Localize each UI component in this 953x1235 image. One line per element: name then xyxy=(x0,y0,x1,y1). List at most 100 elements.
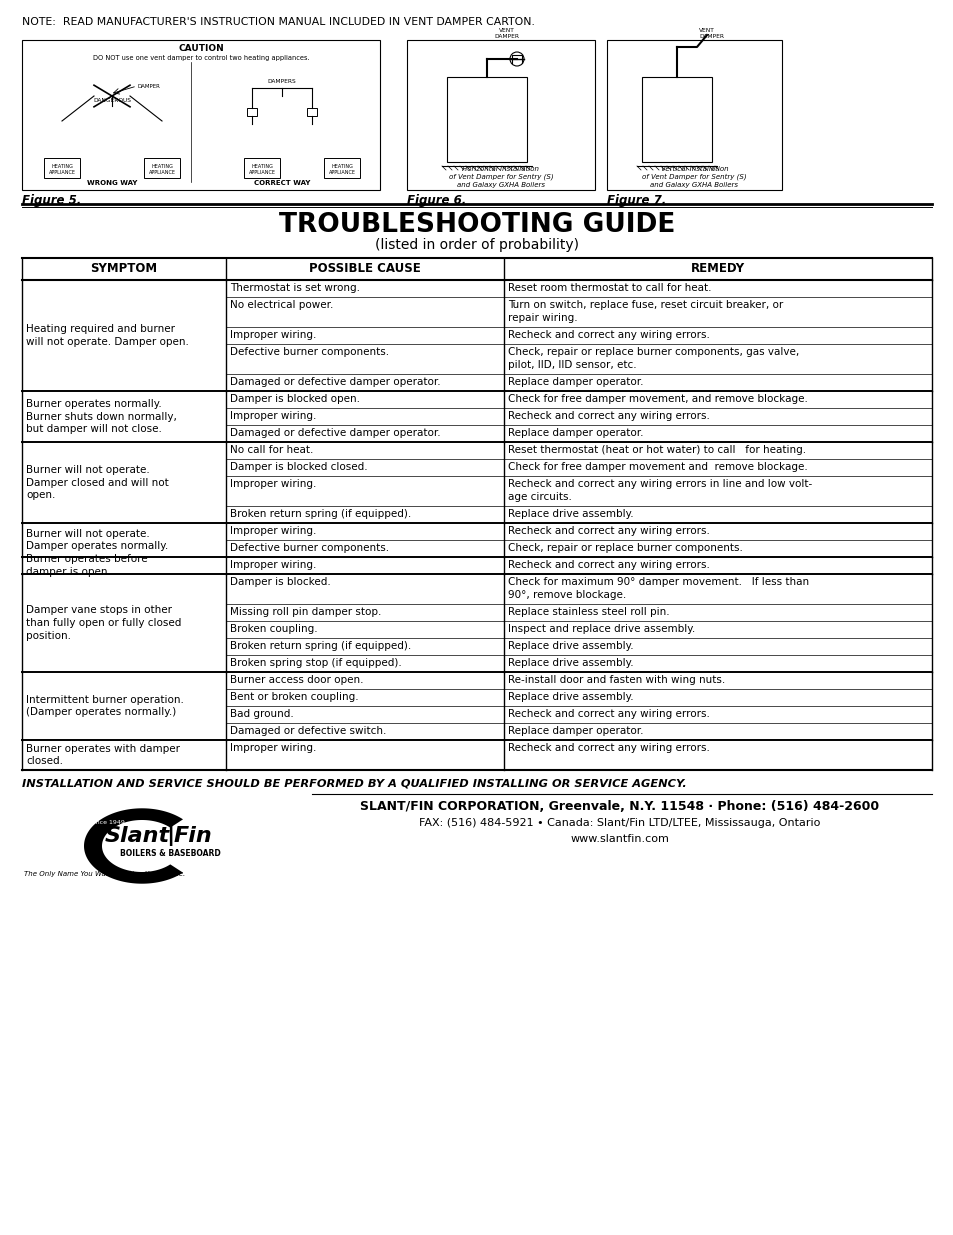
Text: Damaged or defective damper operator.: Damaged or defective damper operator. xyxy=(230,429,440,438)
Text: Broken return spring (if equipped).: Broken return spring (if equipped). xyxy=(230,509,411,519)
Text: HEATING
APPLIANCE: HEATING APPLIANCE xyxy=(248,164,275,175)
Bar xyxy=(244,158,280,178)
Text: Improper wiring.: Improper wiring. xyxy=(230,330,316,340)
Text: Turn on switch, replace fuse, reset circuit breaker, or
repair wiring.: Turn on switch, replace fuse, reset circ… xyxy=(507,300,782,322)
Text: Broken return spring (if equipped).: Broken return spring (if equipped). xyxy=(230,641,411,651)
Text: ®: ® xyxy=(154,815,162,821)
Text: HEATING
APPLIANCE: HEATING APPLIANCE xyxy=(49,164,75,175)
Text: Damaged or defective switch.: Damaged or defective switch. xyxy=(230,726,386,736)
Text: Reset room thermostat to call for heat.: Reset room thermostat to call for heat. xyxy=(507,283,711,293)
Text: WRONG WAY: WRONG WAY xyxy=(87,180,137,186)
Text: Improper wiring.: Improper wiring. xyxy=(230,743,316,753)
Text: The Only Name You Want Heating Your Home.: The Only Name You Want Heating Your Home… xyxy=(24,871,185,877)
Text: Broken coupling.: Broken coupling. xyxy=(230,624,317,634)
Text: Burner operates before
damper is open.: Burner operates before damper is open. xyxy=(26,555,148,577)
Text: REMEDY: REMEDY xyxy=(690,263,744,275)
Text: NOTE:  READ MANUFACTURER'S INSTRUCTION MANUAL INCLUDED IN VENT DAMPER CARTON.: NOTE: READ MANUFACTURER'S INSTRUCTION MA… xyxy=(22,17,535,27)
Bar xyxy=(307,107,316,116)
Text: Check, repair or replace burner components, gas valve,
pilot, IID, IID sensor, e: Check, repair or replace burner componen… xyxy=(507,347,799,369)
Text: Replace drive assembly.: Replace drive assembly. xyxy=(507,641,633,651)
Text: Recheck and correct any wiring errors.: Recheck and correct any wiring errors. xyxy=(507,743,709,753)
Bar xyxy=(447,77,526,162)
Text: Recheck and correct any wiring errors.: Recheck and correct any wiring errors. xyxy=(507,526,709,536)
Text: Recheck and correct any wiring errors.: Recheck and correct any wiring errors. xyxy=(507,559,709,571)
Text: Re-install door and fasten with wing nuts.: Re-install door and fasten with wing nut… xyxy=(507,676,724,685)
Text: Improper wiring.: Improper wiring. xyxy=(230,411,316,421)
Text: Replace drive assembly.: Replace drive assembly. xyxy=(507,658,633,668)
Text: Defective burner components.: Defective burner components. xyxy=(230,543,389,553)
Text: INSTALLATION AND SERVICE SHOULD BE PERFORMED BY A QUALIFIED INSTALLING OR SERVIC: INSTALLATION AND SERVICE SHOULD BE PERFO… xyxy=(22,778,686,788)
Text: Burner will not operate.
Damper operates normally.: Burner will not operate. Damper operates… xyxy=(26,529,168,551)
Text: Heating required and burner
will not operate. Damper open.: Heating required and burner will not ope… xyxy=(26,324,189,347)
Text: Improper wiring.: Improper wiring. xyxy=(230,526,316,536)
Text: (listed in order of probability): (listed in order of probability) xyxy=(375,238,578,252)
Bar xyxy=(606,40,781,190)
Text: DAMPER: DAMPER xyxy=(138,84,161,89)
Text: POSSIBLE CAUSE: POSSIBLE CAUSE xyxy=(309,263,420,275)
Bar xyxy=(144,158,180,178)
Text: Improper wiring.: Improper wiring. xyxy=(230,479,316,489)
Polygon shape xyxy=(84,808,183,884)
Text: Horizontal Installation
of Vent Damper for Sentry (S)
and Galaxy GXHA Boilers: Horizontal Installation of Vent Damper f… xyxy=(448,165,553,188)
Text: Reset thermostat (heat or hot water) to call   for heating.: Reset thermostat (heat or hot water) to … xyxy=(507,445,805,454)
Text: Slant: Slant xyxy=(105,826,170,846)
Text: Burner access door open.: Burner access door open. xyxy=(230,676,363,685)
Text: DANGEROUS: DANGEROUS xyxy=(92,98,131,103)
Circle shape xyxy=(510,52,523,65)
Text: No call for heat.: No call for heat. xyxy=(230,445,313,454)
Text: HEATING
APPLIANCE: HEATING APPLIANCE xyxy=(328,164,355,175)
Text: Since 1949: Since 1949 xyxy=(90,820,124,825)
Text: Burner operates normally.
Burner shuts down normally,
but damper will not close.: Burner operates normally. Burner shuts d… xyxy=(26,399,176,435)
Text: SLANT/FIN CORPORATION, Greenvale, N.Y. 11548 · Phone: (516) 484-2600: SLANT/FIN CORPORATION, Greenvale, N.Y. 1… xyxy=(359,800,878,813)
Text: Burner operates with damper
closed.: Burner operates with damper closed. xyxy=(26,743,180,767)
Text: No electrical power.: No electrical power. xyxy=(230,300,333,310)
Text: Bad ground.: Bad ground. xyxy=(230,709,294,719)
Text: Missing roll pin damper stop.: Missing roll pin damper stop. xyxy=(230,606,381,618)
Bar xyxy=(247,107,256,116)
Text: Broken spring stop (if equipped).: Broken spring stop (if equipped). xyxy=(230,658,401,668)
Text: Recheck and correct any wiring errors in line and low volt-
age circuits.: Recheck and correct any wiring errors in… xyxy=(507,479,811,501)
Text: Replace stainless steel roll pin.: Replace stainless steel roll pin. xyxy=(507,606,669,618)
Text: Defective burner components.: Defective burner components. xyxy=(230,347,389,357)
Text: Recheck and correct any wiring errors.: Recheck and correct any wiring errors. xyxy=(507,411,709,421)
Text: Recheck and correct any wiring errors.: Recheck and correct any wiring errors. xyxy=(507,330,709,340)
Text: Figure 5.: Figure 5. xyxy=(22,194,81,207)
Text: CAUTION: CAUTION xyxy=(178,44,224,53)
Text: TROUBLESHOOTING GUIDE: TROUBLESHOOTING GUIDE xyxy=(278,212,675,238)
Text: Fin: Fin xyxy=(173,826,213,846)
Text: FAX: (516) 484-5921 • Canada: Slant/Fin LTD/LTEE, Mississauga, Ontario: FAX: (516) 484-5921 • Canada: Slant/Fin … xyxy=(418,818,820,827)
Text: DO NOT use one vent damper to control two heating appliances.: DO NOT use one vent damper to control tw… xyxy=(92,56,309,61)
Text: Damper is blocked closed.: Damper is blocked closed. xyxy=(230,462,367,472)
Text: Damper is blocked open.: Damper is blocked open. xyxy=(230,394,359,404)
Text: www.slantfin.com: www.slantfin.com xyxy=(570,834,668,844)
Text: Damaged or defective damper operator.: Damaged or defective damper operator. xyxy=(230,377,440,387)
Text: BOILERS & BASEBOARD: BOILERS & BASEBOARD xyxy=(119,848,220,857)
Text: Check for free damper movement and  remove blockage.: Check for free damper movement and remov… xyxy=(507,462,807,472)
Text: Replace damper operator.: Replace damper operator. xyxy=(507,377,643,387)
Text: Vertical Installation
of Vent Damper for Sentry (S)
and Galaxy GXHA Boilers: Vertical Installation of Vent Damper for… xyxy=(641,165,746,188)
Text: Replace damper operator.: Replace damper operator. xyxy=(507,726,643,736)
Text: Replace drive assembly.: Replace drive assembly. xyxy=(507,692,633,701)
Bar xyxy=(22,40,379,190)
Text: |: | xyxy=(166,825,174,846)
Bar xyxy=(44,158,80,178)
Text: Replace drive assembly.: Replace drive assembly. xyxy=(507,509,633,519)
Text: SYMPTOM: SYMPTOM xyxy=(91,263,157,275)
Text: Check, repair or replace burner components.: Check, repair or replace burner componen… xyxy=(507,543,742,553)
Text: Check for free damper movement, and remove blockage.: Check for free damper movement, and remo… xyxy=(507,394,807,404)
Text: Intermittent burner operation.
(Damper operates normally.): Intermittent burner operation. (Damper o… xyxy=(26,694,184,718)
Text: Figure 6.: Figure 6. xyxy=(407,194,466,207)
Text: HEATING
APPLIANCE: HEATING APPLIANCE xyxy=(149,164,175,175)
Text: DAMPERS: DAMPERS xyxy=(268,79,296,84)
Text: VENT
DAMPER: VENT DAMPER xyxy=(699,28,723,40)
Text: Figure 7.: Figure 7. xyxy=(606,194,665,207)
Text: CORRECT WAY: CORRECT WAY xyxy=(253,180,310,186)
Text: Damper is blocked.: Damper is blocked. xyxy=(230,577,331,587)
Bar xyxy=(407,40,595,190)
Text: Improper wiring.: Improper wiring. xyxy=(230,559,316,571)
Text: Inspect and replace drive assembly.: Inspect and replace drive assembly. xyxy=(507,624,695,634)
Text: VENT
DAMPER: VENT DAMPER xyxy=(494,28,519,40)
Text: Damper vane stops in other
than fully open or fully closed
position.: Damper vane stops in other than fully op… xyxy=(26,605,181,641)
Bar xyxy=(641,77,711,162)
Text: Burner will not operate.
Damper closed and will not
open.: Burner will not operate. Damper closed a… xyxy=(26,464,169,500)
